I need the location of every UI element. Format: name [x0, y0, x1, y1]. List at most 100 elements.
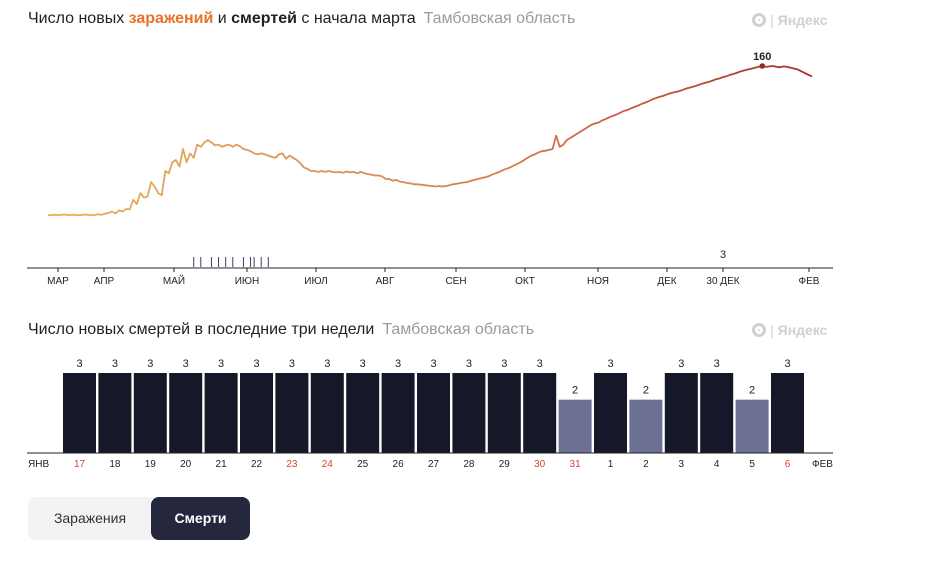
bar-value-label: 3: [607, 358, 613, 370]
bar-date-label: 1: [608, 459, 614, 470]
bar-date-label: 24: [322, 459, 334, 470]
bar-date-label: 22: [251, 459, 263, 470]
death-bar: [169, 373, 203, 453]
bar-value-label: 3: [289, 358, 295, 370]
bar-date-label: 26: [393, 459, 405, 470]
bar-value-label: 3: [147, 358, 153, 370]
bar-value-label: 3: [537, 358, 543, 370]
peak-marker: [759, 63, 766, 69]
deaths-toggle-button[interactable]: Смерти: [151, 497, 250, 540]
death-bar: [558, 399, 592, 453]
title-part-1: Число новых: [28, 10, 129, 27]
infections-toggle-button[interactable]: Заражения: [53, 510, 127, 526]
bar-date-label: 17: [74, 459, 86, 470]
bar-value-label: 3: [76, 358, 82, 370]
bar-date-label: 6: [785, 459, 791, 470]
peak-value-label: 160: [753, 51, 771, 63]
bar-date-label: 29: [499, 459, 511, 470]
death-bar: [417, 373, 450, 453]
death-bar: [346, 373, 380, 453]
death-bar: [594, 373, 627, 453]
last-death-value-label: 3: [720, 249, 726, 261]
infections-series-line: [48, 65, 813, 217]
x-tick-label: ИЮН: [235, 276, 260, 287]
death-bar: [700, 373, 734, 453]
bar-value-label: 3: [501, 358, 507, 370]
x-tick-label: АПР: [94, 276, 115, 287]
bar-date-label: 23: [286, 459, 298, 470]
bar-value-label: 3: [395, 358, 401, 370]
death-bar: [664, 373, 698, 453]
yandex-logo-2: | Яндекс: [752, 322, 827, 338]
metric-toggle: Заражения Смерти: [28, 497, 250, 540]
bar-date-label: 19: [145, 459, 157, 470]
bar-date-label: 20: [180, 459, 192, 470]
deaths-chart-title: Число новых смертей в последние три неде…: [28, 321, 534, 339]
bar-date-label: 5: [749, 459, 755, 470]
death-bar: [275, 373, 309, 453]
bar-date-label: 31: [570, 459, 582, 470]
bar-value-label: 2: [749, 385, 755, 397]
deaths-title-text: Число новых смертей в последние три неде…: [28, 321, 375, 338]
death-bar: [487, 373, 521, 453]
title-part-infections: заражений: [128, 10, 214, 27]
bar-value-label: 3: [678, 358, 684, 370]
death-bar: [735, 399, 769, 453]
bar-value-label: 3: [784, 358, 790, 370]
bar-value-label: 3: [253, 358, 259, 370]
bar-value-label: 2: [643, 385, 649, 397]
death-bar: [204, 373, 238, 453]
death-bar: [452, 373, 486, 453]
bar-date-label: 3: [679, 459, 685, 470]
yandex-logo-text-2: Яндекс: [777, 322, 828, 338]
x-tick-label: 30 ДЕК: [706, 276, 739, 287]
title-part-and: и: [213, 10, 232, 27]
title-part-since: с начала марта: [296, 10, 416, 27]
bar-date-label: 25: [357, 459, 369, 470]
x-tick-label: НОЯ: [587, 276, 609, 287]
death-bar: [629, 399, 663, 453]
bar-date-label: 27: [428, 459, 440, 470]
bar-value-label: 3: [466, 358, 472, 370]
x-tick-label: ОКТ: [515, 276, 535, 287]
x-tick-label: ИЮЛ: [304, 276, 327, 287]
bar-date-label: 30: [534, 459, 546, 470]
bar-value-label: 3: [714, 358, 720, 370]
title-part-deaths: смертей: [231, 10, 297, 27]
bar-date-label: 2: [643, 459, 649, 470]
region-label: Тамбовская область: [423, 10, 576, 27]
yandex-logo: | Яндекс: [752, 12, 827, 28]
death-bar: [133, 373, 167, 453]
x-tick-label: МАЙ: [163, 274, 185, 287]
death-bar: [771, 373, 804, 453]
bar-value-label: 3: [183, 358, 189, 370]
yandex-logo-text: Яндекс: [777, 12, 828, 28]
death-bar: [310, 373, 344, 453]
death-bar: [63, 373, 96, 453]
death-bar: [240, 373, 273, 453]
death-bar: [523, 373, 557, 453]
region-label-2: Тамбовская область: [382, 321, 535, 338]
x-tick-label: ДЕК: [657, 276, 676, 287]
x-tick-label: МАР: [47, 276, 69, 287]
bar-value-label: 3: [360, 358, 366, 370]
bar-date-label: 21: [216, 459, 228, 470]
month-end-label: ФЕВ: [812, 459, 833, 470]
x-tick-label: ФЕВ: [799, 276, 820, 287]
x-tick-label: АВГ: [376, 276, 395, 287]
death-bar: [98, 373, 132, 453]
infections-deaths-line-chart: МАР АПР МАЙ ИЮН ИЮЛ АВГ СЕН ОКТ НОЯ ДЕК 30 ДЕК ФЕВ …: [27, 51, 833, 287]
bar-value-label: 3: [218, 358, 224, 370]
bar-date-label: 28: [463, 459, 475, 470]
bar-date-label: 18: [109, 459, 121, 470]
x-tick-label: СЕН: [445, 276, 466, 287]
infections-chart-title: Число новых заражений и смертей с начала…: [28, 10, 575, 28]
bar-value-label: 3: [112, 358, 118, 370]
bar-value-label: 3: [430, 358, 436, 370]
bar-date-label: 4: [714, 459, 720, 470]
yandex-logo-icon-2: [752, 323, 766, 337]
month-start-label: ЯНВ: [28, 459, 49, 470]
death-bar: [381, 373, 415, 453]
yandex-logo-icon: [752, 13, 766, 27]
